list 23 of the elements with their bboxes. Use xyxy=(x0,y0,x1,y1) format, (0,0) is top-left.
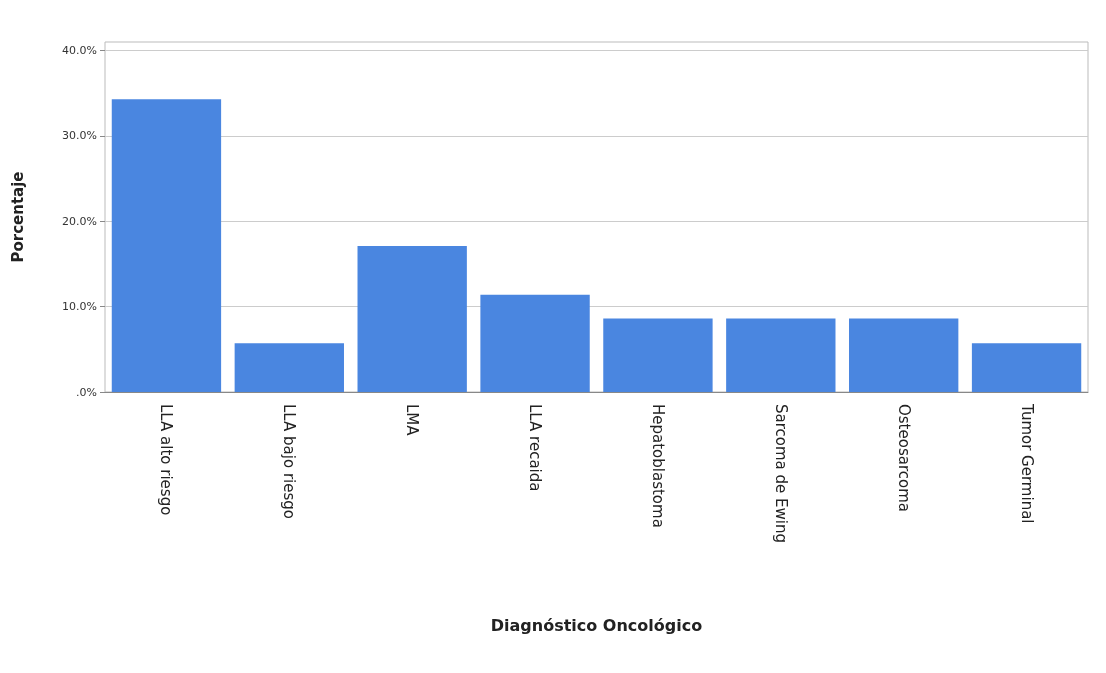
x-tick-label: LMA xyxy=(403,404,422,437)
y-tick-label: 20.0% xyxy=(62,214,97,228)
bar xyxy=(849,318,959,392)
bar xyxy=(111,99,222,392)
x-tick-label: Sarcoma de Ewing xyxy=(771,404,790,544)
x-tick-label: Hepatoblastoma xyxy=(648,404,667,528)
bar xyxy=(480,294,590,392)
y-tick-label: .0% xyxy=(76,385,97,399)
bar xyxy=(603,318,713,392)
x-tick-label: LLA recaida xyxy=(526,404,545,492)
y-axis-title: Porcentaje xyxy=(8,171,27,263)
bar xyxy=(357,246,467,392)
x-tick-label: Tumor Germinal xyxy=(1017,403,1036,524)
bar xyxy=(971,343,1082,392)
x-axis-title: Diagnóstico Oncológico xyxy=(490,615,703,635)
y-tick-label: 30.0% xyxy=(62,129,97,143)
x-tick-label: Osteosarcoma xyxy=(894,404,913,512)
y-tick-label: 40.0% xyxy=(62,44,97,58)
bar xyxy=(726,318,836,392)
bar xyxy=(234,343,344,392)
x-tick-label: LLA alto riesgo xyxy=(157,404,176,516)
x-tick-label: LLA bajo riesgo xyxy=(280,404,299,519)
y-tick-label: 10.0% xyxy=(62,300,97,314)
